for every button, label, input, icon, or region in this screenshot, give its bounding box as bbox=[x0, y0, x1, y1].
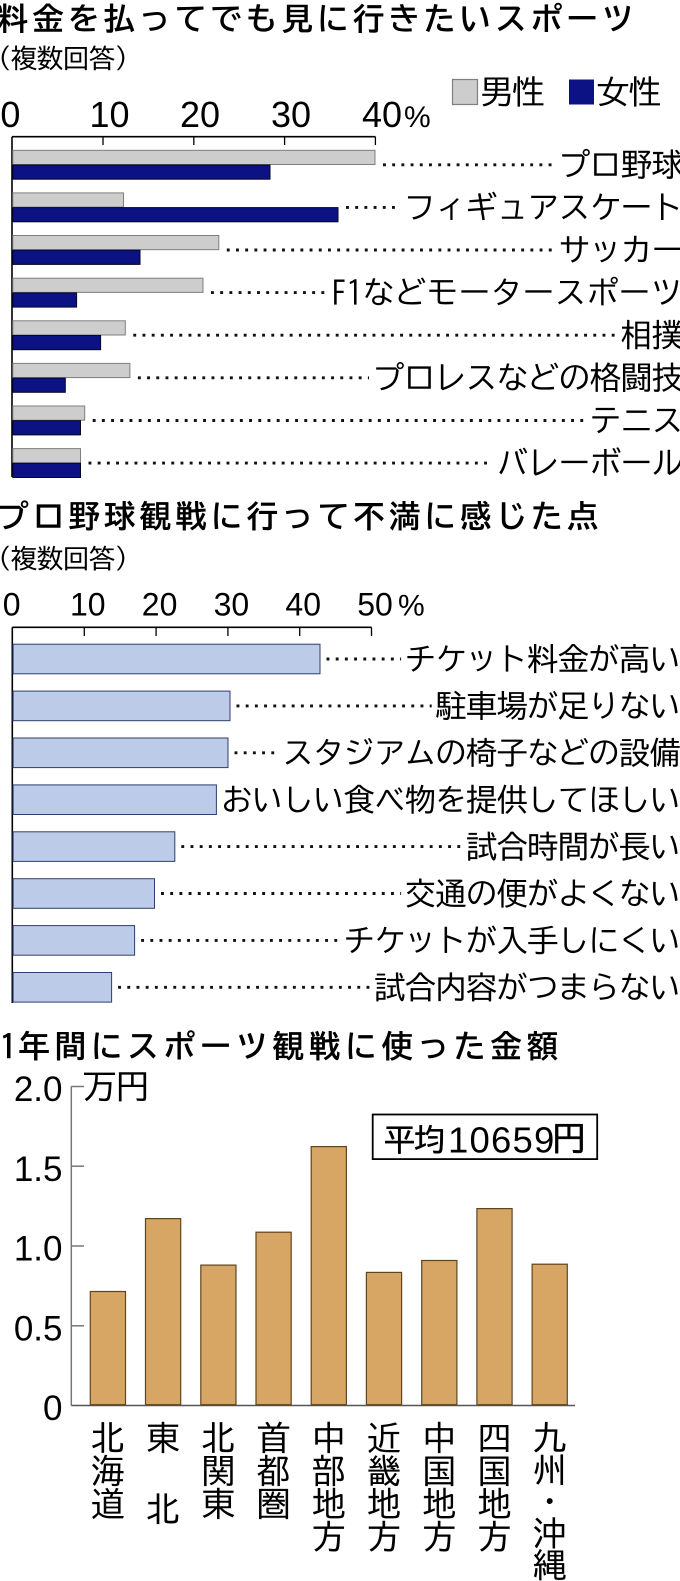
svg-text:30: 30 bbox=[214, 587, 250, 623]
svg-text:40: 40 bbox=[285, 587, 321, 623]
svg-text:10: 10 bbox=[89, 94, 129, 135]
svg-text:0.5: 0.5 bbox=[14, 1309, 63, 1348]
svg-text:10: 10 bbox=[70, 587, 106, 623]
svg-text:%: % bbox=[398, 590, 425, 623]
svg-text:0: 0 bbox=[0, 94, 20, 135]
svg-text:20: 20 bbox=[180, 94, 220, 135]
svg-text:40: 40 bbox=[362, 94, 402, 135]
svg-text:50: 50 bbox=[357, 587, 393, 623]
svg-text:%: % bbox=[404, 101, 431, 134]
svg-text:1.5: 1.5 bbox=[14, 1150, 63, 1189]
svg-text:10659: 10659 bbox=[448, 1119, 556, 1160]
svg-text:2.0: 2.0 bbox=[14, 1070, 63, 1109]
svg-text:20: 20 bbox=[142, 587, 178, 623]
svg-text:30: 30 bbox=[271, 94, 311, 135]
svg-text:0: 0 bbox=[43, 1389, 62, 1428]
svg-text:0: 0 bbox=[3, 587, 21, 623]
svg-text:1.0: 1.0 bbox=[14, 1230, 63, 1269]
